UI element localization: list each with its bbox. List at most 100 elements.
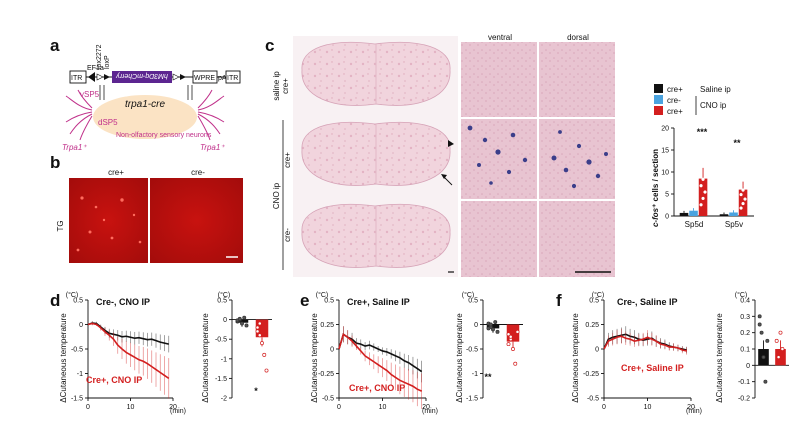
c-bar-dot-0-7 <box>701 158 705 162</box>
b-row-label-tg: TG <box>56 220 65 231</box>
c-ylabel: c-fos⁺ cells / section <box>651 149 660 227</box>
c-legend-swatch-1 <box>654 95 663 104</box>
b-col-label-creminus: cre- <box>191 168 205 177</box>
d-sig: * <box>254 386 258 396</box>
e-bar-unit: (°C) <box>462 291 475 299</box>
c-legend-group2: CNO ip <box>700 101 727 110</box>
e-label-red: Cre+, CNO IP <box>349 383 405 393</box>
ef1a-label: EF1a <box>87 65 104 72</box>
c-zoom-tiles <box>461 42 615 277</box>
c-bar-y-tick-label-2: 10 <box>661 170 669 177</box>
panel-label-c: c <box>265 36 274 55</box>
c-bar-dot-0-1 <box>701 196 705 201</box>
c-bar-dot-0-6 <box>699 164 703 169</box>
wpre-label: WPRE <box>194 75 215 82</box>
panel-b: b cre+ cre- TG <box>50 153 243 263</box>
e-xunit: (min) <box>422 408 438 415</box>
d-label-red: Cre+, CNO IP <box>86 375 142 385</box>
loxp-label: loxP <box>104 55 111 69</box>
e-line-series-0 <box>338 333 423 373</box>
cell-label: trpa1-cre <box>125 99 165 110</box>
d-label-black: Cre-, CNO IP <box>96 297 150 307</box>
f-bar-dot-0-1 <box>759 330 764 335</box>
c-bar-y-tick-label-4: 20 <box>661 126 669 133</box>
f-line-ylabel: ΔCutaneous temperature <box>571 313 580 403</box>
neuron-fibers-right <box>197 89 225 141</box>
f-line-series-1 <box>603 335 687 352</box>
c-bar-bar-0-0 <box>679 212 689 216</box>
f-bar-y-tick-label-2: 0 <box>746 363 750 370</box>
panel-d: d (°C) ΔCutaneous temperature -1.5 -1 -0.5… <box>50 291 272 415</box>
e-line-y-tick-label-0: -0.5 <box>322 396 334 403</box>
d-bar-dot-1-5 <box>255 329 260 334</box>
d-bar-dot-1-1 <box>257 321 262 326</box>
f-line-y-tick-label-3: 0.25 <box>585 322 599 329</box>
c-bar-dot-0-3 <box>699 184 703 188</box>
c-legend-swatch-0 <box>654 84 663 93</box>
e-line-series-1 <box>338 333 422 392</box>
itr-right-label: ITR <box>227 75 238 82</box>
neurons-label: Non-olfactory sensory neurons <box>116 132 212 139</box>
f-line-unit: (°C) <box>592 291 605 299</box>
c-sig-2: ** <box>733 138 741 148</box>
f-line-y-tick-label-0: -0.5 <box>587 396 599 403</box>
panel-label-b: b <box>50 153 60 172</box>
c-legend-group1: Saline ip <box>700 85 731 94</box>
f-line-y-tick-label-4: 0.5 <box>589 298 599 305</box>
e-bar-dot-1-5 <box>506 342 511 347</box>
f-bar-dot-0-5 <box>757 314 762 319</box>
c-bar-y-tick-label-3: 15 <box>661 148 669 155</box>
d-bar-dot-0-4 <box>244 323 249 328</box>
d-line-y-tick-label-0: -1.5 <box>71 396 83 403</box>
d-bar-dot-1-3 <box>262 352 267 357</box>
c-arrowhead-icon <box>448 140 454 147</box>
trpa1-right-label: Trpa1⁺ <box>200 143 225 152</box>
f-bar-chart: -0.2 -0.1 0 0.1 0.2 0.3 0.4 <box>738 298 789 403</box>
panel-c: c ventral dorsal saline ip cre+ CNO ip c… <box>265 33 754 277</box>
panel-label-d: d <box>50 291 60 310</box>
c-legend-item-0: cre+ <box>667 85 683 94</box>
c-row1-sub: cre+ <box>281 78 290 94</box>
e-bar-y-tick-label-1: -1 <box>472 371 478 378</box>
d-bar-dot-1-2 <box>260 341 264 346</box>
e-bar-dot-0-5 <box>486 326 491 331</box>
c-row2-sub: cre+ <box>283 152 292 168</box>
c-group-label: CNO ip <box>272 182 281 209</box>
cell-body <box>93 95 197 139</box>
d-line-series-0 <box>87 322 169 345</box>
d-line-x-tick-label-2: 20 <box>169 404 177 411</box>
f-bar-y-tick-label-3: 0.1 <box>740 347 750 354</box>
virus-brackets <box>99 85 193 100</box>
f-bar-dot-0-4 <box>765 338 770 343</box>
b-image-creplus <box>69 178 148 263</box>
e-bar-y-tick-label-0: -1.5 <box>466 396 478 403</box>
c-bar-dot-1-5 <box>743 183 747 188</box>
panel-label-e: e <box>300 291 309 310</box>
lox-triangle-icon <box>96 73 104 81</box>
c-cfos-positive-cells <box>467 125 608 189</box>
panel-f: f (°C) ΔCutaneous temperature -0.5 -0.25 0… <box>556 291 789 415</box>
d-bar-y-tick-label-0: -2 <box>221 396 227 403</box>
panel-label-f: f <box>556 291 562 310</box>
c-legend: cre+ cre- cre+ Saline ip CNO ip <box>654 84 731 116</box>
e-bar-chart: -1.5 -1 -0.5 0 0.5 <box>466 298 523 403</box>
c-bar-dot-1-0 <box>739 206 743 210</box>
c-bar-dot-1-6 <box>739 179 743 183</box>
d-line-x-tick-label-1: 10 <box>127 404 135 411</box>
c-bar-x-label-1: Sp5v <box>725 220 743 229</box>
c-bar-dot-0-4 <box>701 177 705 181</box>
panel-a: a ITR EF1a lox2272 loxP hM3Dq-mCherry WP… <box>50 36 241 152</box>
d-bar-dot-0-2 <box>240 321 244 326</box>
f-xunit: (min) <box>686 408 702 415</box>
f-label-black: Cre-, Saline IP <box>617 297 678 307</box>
lox-triangle-right-icon <box>172 73 180 81</box>
e-bar-dot-0-3 <box>493 320 498 324</box>
e-label-black: Cre+, Saline IP <box>347 297 410 307</box>
e-line-y-tick-label-4: 0.5 <box>324 298 334 305</box>
c-bar-dot-1-7 <box>741 175 745 179</box>
f-line-x-tick-label-2: 20 <box>687 404 695 411</box>
itr-left-box <box>69 70 87 84</box>
f-bar-dot-1-1 <box>776 355 781 360</box>
d-bar-y-tick-label-2: -1 <box>221 356 227 363</box>
